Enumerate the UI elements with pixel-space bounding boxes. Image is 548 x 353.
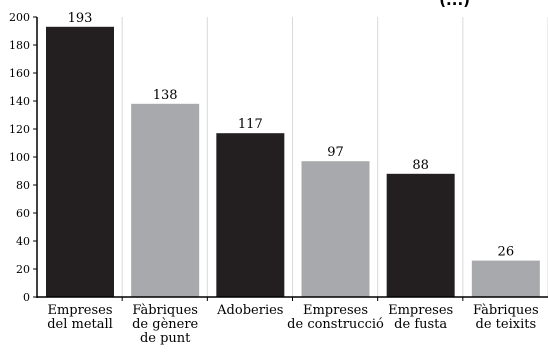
x-tick-label: Empreses del metall [47, 303, 113, 332]
bar [301, 161, 370, 297]
data-label: 138 [153, 88, 178, 103]
y-tick-label: 40 [16, 235, 30, 248]
y-tick-label: 0 [23, 291, 30, 304]
x-tick-label: Adoberies [216, 303, 283, 318]
data-label: 26 [498, 245, 515, 260]
data-labels: 193 138 117 97 88 26 [68, 11, 515, 260]
bar [216, 133, 285, 297]
y-tick-label: 120 [9, 123, 30, 136]
x-tick-label: Empreses de fusta [388, 303, 453, 332]
data-label: 88 [412, 158, 429, 173]
x-tick-label: Empreses de construcció [287, 303, 384, 332]
y-tick-label: 200 [9, 11, 30, 24]
data-label: 193 [68, 11, 93, 26]
y-axis-ticks: 0 20 40 60 80 100 120 140 160 180 200 [9, 11, 37, 304]
y-tick-label: 100 [9, 151, 30, 164]
bar [46, 26, 114, 298]
y-tick-label: 160 [9, 67, 30, 80]
data-label: 97 [327, 145, 344, 160]
y-tick-label: 20 [16, 263, 30, 276]
y-tick-label: 180 [9, 39, 30, 52]
x-tick-label: Fàbriques de gènere de punt [132, 303, 198, 346]
y-tick-label: 80 [16, 179, 30, 192]
grid-lines [121, 17, 548, 297]
bar [471, 260, 540, 297]
x-axis-labels: Empreses del metall Fàbriques de gènere de p… [47, 303, 538, 346]
x-tick-label: Fàbriques de teixits [473, 303, 539, 332]
data-label: 117 [238, 117, 263, 132]
bar [131, 103, 200, 297]
bars [46, 26, 540, 298]
chart-title-fragment: (...) [439, 0, 470, 9]
bar [386, 173, 455, 297]
y-tick-label: 60 [16, 207, 30, 220]
y-tick-label: 140 [9, 95, 30, 108]
